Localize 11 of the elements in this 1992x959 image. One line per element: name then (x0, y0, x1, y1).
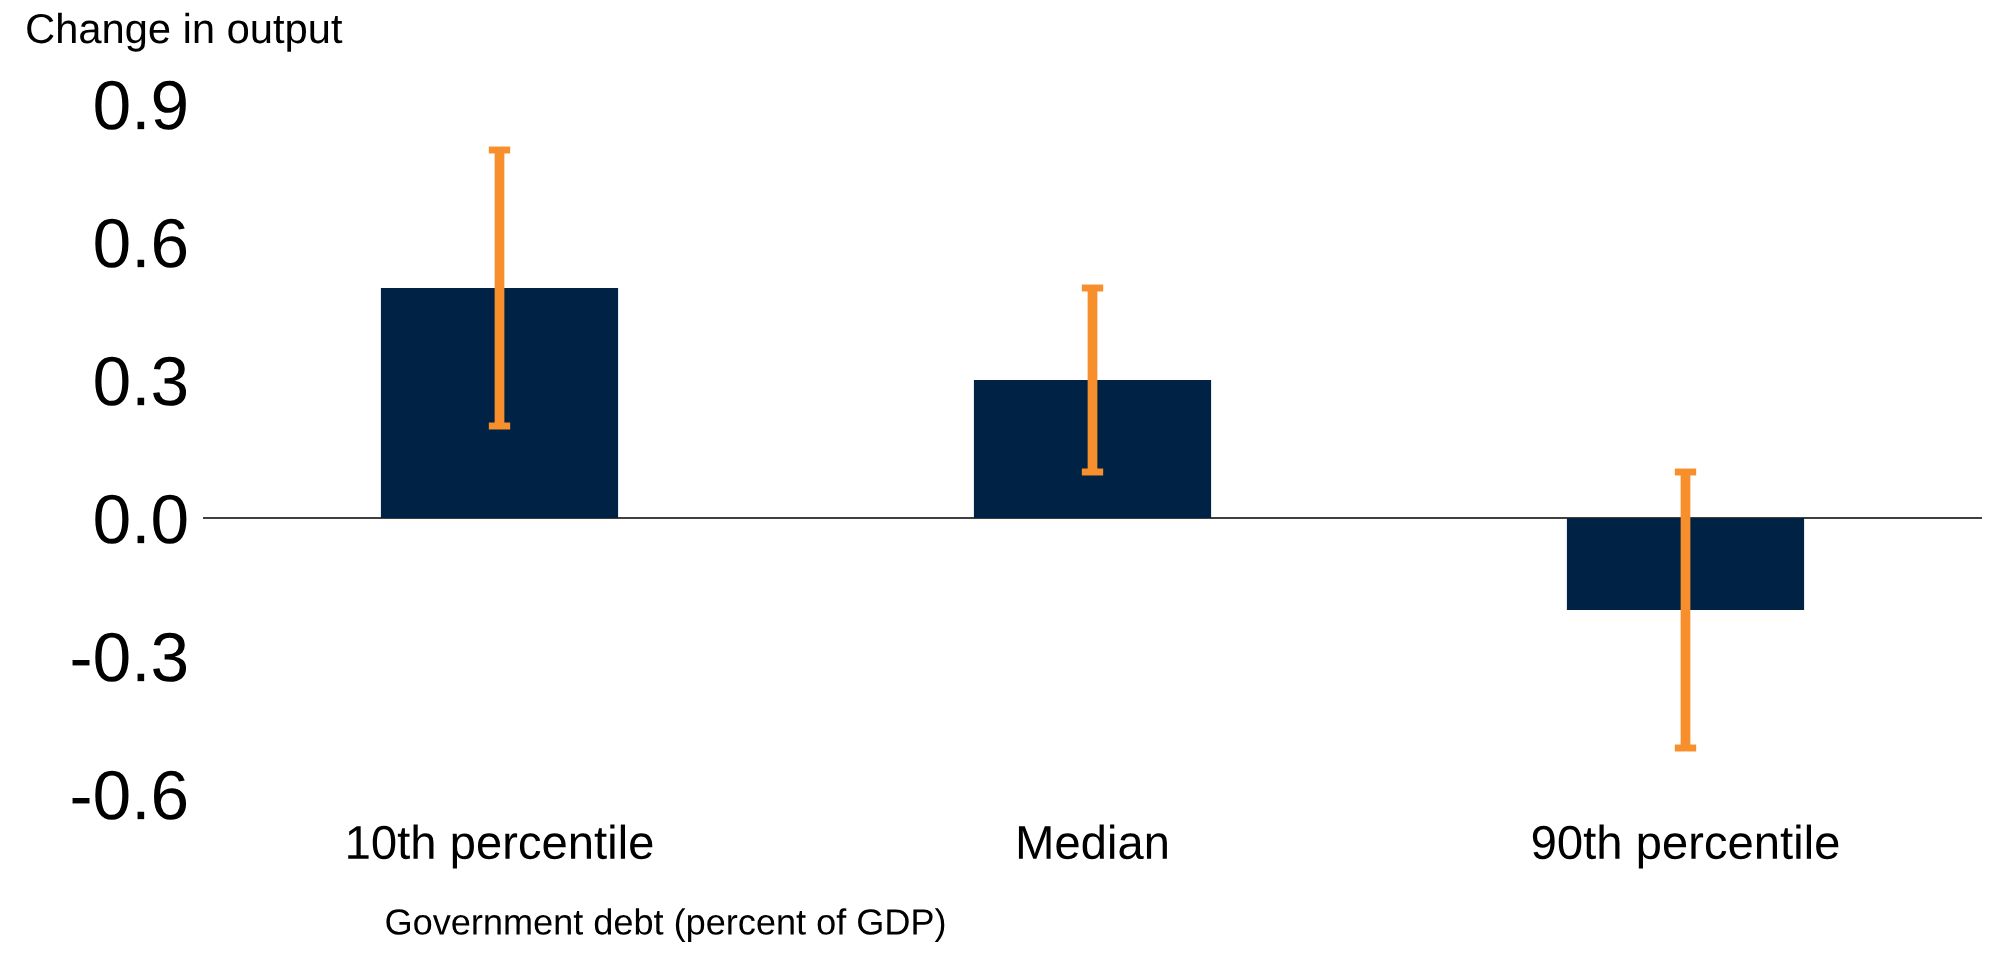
x-tick-label: 10th percentile (348, 824, 653, 869)
y-axis-title: Change in output (27, 12, 343, 52)
x-tick-label: Median (1018, 824, 1167, 860)
y-tick-label: -0.6 (72, 770, 187, 820)
y-tick-label: -0.3 (72, 632, 187, 682)
x-axis-title: Government debt (percent of GDP) (386, 908, 945, 942)
y-tick-label: 0.6 (95, 218, 187, 268)
x-tick-label: 90th percentile (1532, 824, 1839, 869)
y-tick-label: 0.9 (95, 80, 186, 130)
y-tick-label: 0.3 (95, 356, 187, 406)
y-tick-label: 0.0 (95, 494, 187, 544)
